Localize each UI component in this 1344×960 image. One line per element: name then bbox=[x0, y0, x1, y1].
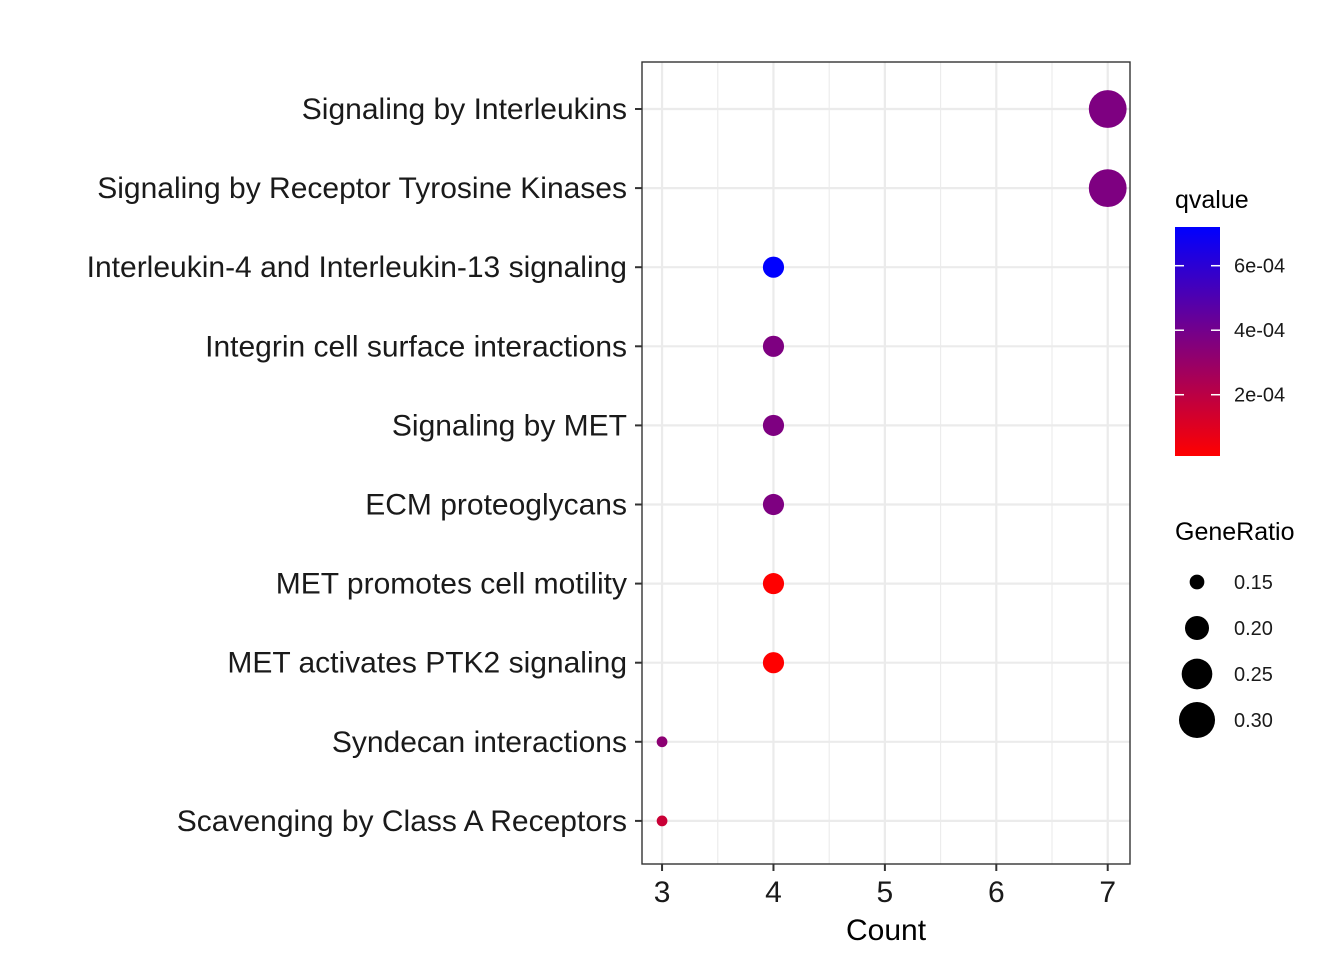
color-legend-label: 2e-04 bbox=[1234, 385, 1285, 407]
data-point bbox=[656, 736, 668, 748]
legends: qvalue 2e-04 4e-04 6e-04 GeneRatio 0.15 0.20 0.… bbox=[1175, 186, 1295, 739]
x-axis-title: Count bbox=[846, 914, 927, 947]
data-point bbox=[762, 335, 785, 357]
size-legend-label: 0.15 bbox=[1234, 572, 1273, 594]
grid-lines bbox=[642, 62, 1130, 864]
x-tick-label: 4 bbox=[765, 876, 782, 909]
color-legend-label: 6e-04 bbox=[1234, 256, 1285, 278]
y-category-label: Interleukin-4 and Interleukin-13 signali… bbox=[87, 251, 627, 284]
size-legend-dot bbox=[1189, 574, 1205, 590]
x-tick-label: 7 bbox=[1099, 876, 1116, 909]
size-legend-label: 0.30 bbox=[1234, 710, 1273, 732]
data-point bbox=[1088, 90, 1127, 128]
data-point bbox=[762, 573, 785, 595]
size-legend-dot bbox=[1178, 701, 1216, 739]
size-legend-label: 0.20 bbox=[1234, 618, 1273, 640]
y-category-label: Signaling by Receptor Tyrosine Kinases bbox=[97, 172, 627, 205]
x-tick-label: 5 bbox=[877, 876, 894, 909]
y-category-label: MET promotes cell motility bbox=[276, 568, 627, 601]
x-tick-label: 3 bbox=[654, 876, 671, 909]
size-legend-title: GeneRatio bbox=[1175, 518, 1295, 546]
data-point bbox=[1088, 169, 1127, 208]
data-point bbox=[762, 256, 785, 278]
y-category-label: MET activates PTK2 signaling bbox=[227, 647, 627, 680]
color-legend-title: qvalue bbox=[1175, 186, 1249, 214]
axes: Signaling by Interleukins Signaling by Re… bbox=[87, 61, 1131, 947]
data-points bbox=[656, 90, 1127, 827]
x-tick-label: 6 bbox=[988, 876, 1005, 909]
y-category-label: Signaling by MET bbox=[392, 409, 627, 442]
plot-panel bbox=[642, 62, 1130, 864]
y-category-label: Integrin cell surface interactions bbox=[205, 330, 627, 363]
data-point bbox=[656, 815, 668, 827]
color-legend-label: 4e-04 bbox=[1234, 320, 1285, 342]
y-category-label: Signaling by Interleukins bbox=[302, 93, 627, 126]
color-bar bbox=[1175, 227, 1220, 456]
panel-border bbox=[641, 61, 1131, 865]
data-point bbox=[762, 652, 785, 674]
data-point bbox=[762, 414, 785, 436]
size-legend-label: 0.25 bbox=[1234, 664, 1273, 686]
size-legend-dot bbox=[1181, 658, 1213, 690]
y-category-label: Syndecan interactions bbox=[332, 726, 627, 759]
y-category-label: Scavenging by Class A Receptors bbox=[177, 805, 627, 838]
y-category-label: ECM proteoglycans bbox=[365, 489, 627, 522]
size-legend-dot bbox=[1184, 615, 1210, 641]
data-point bbox=[762, 493, 785, 516]
